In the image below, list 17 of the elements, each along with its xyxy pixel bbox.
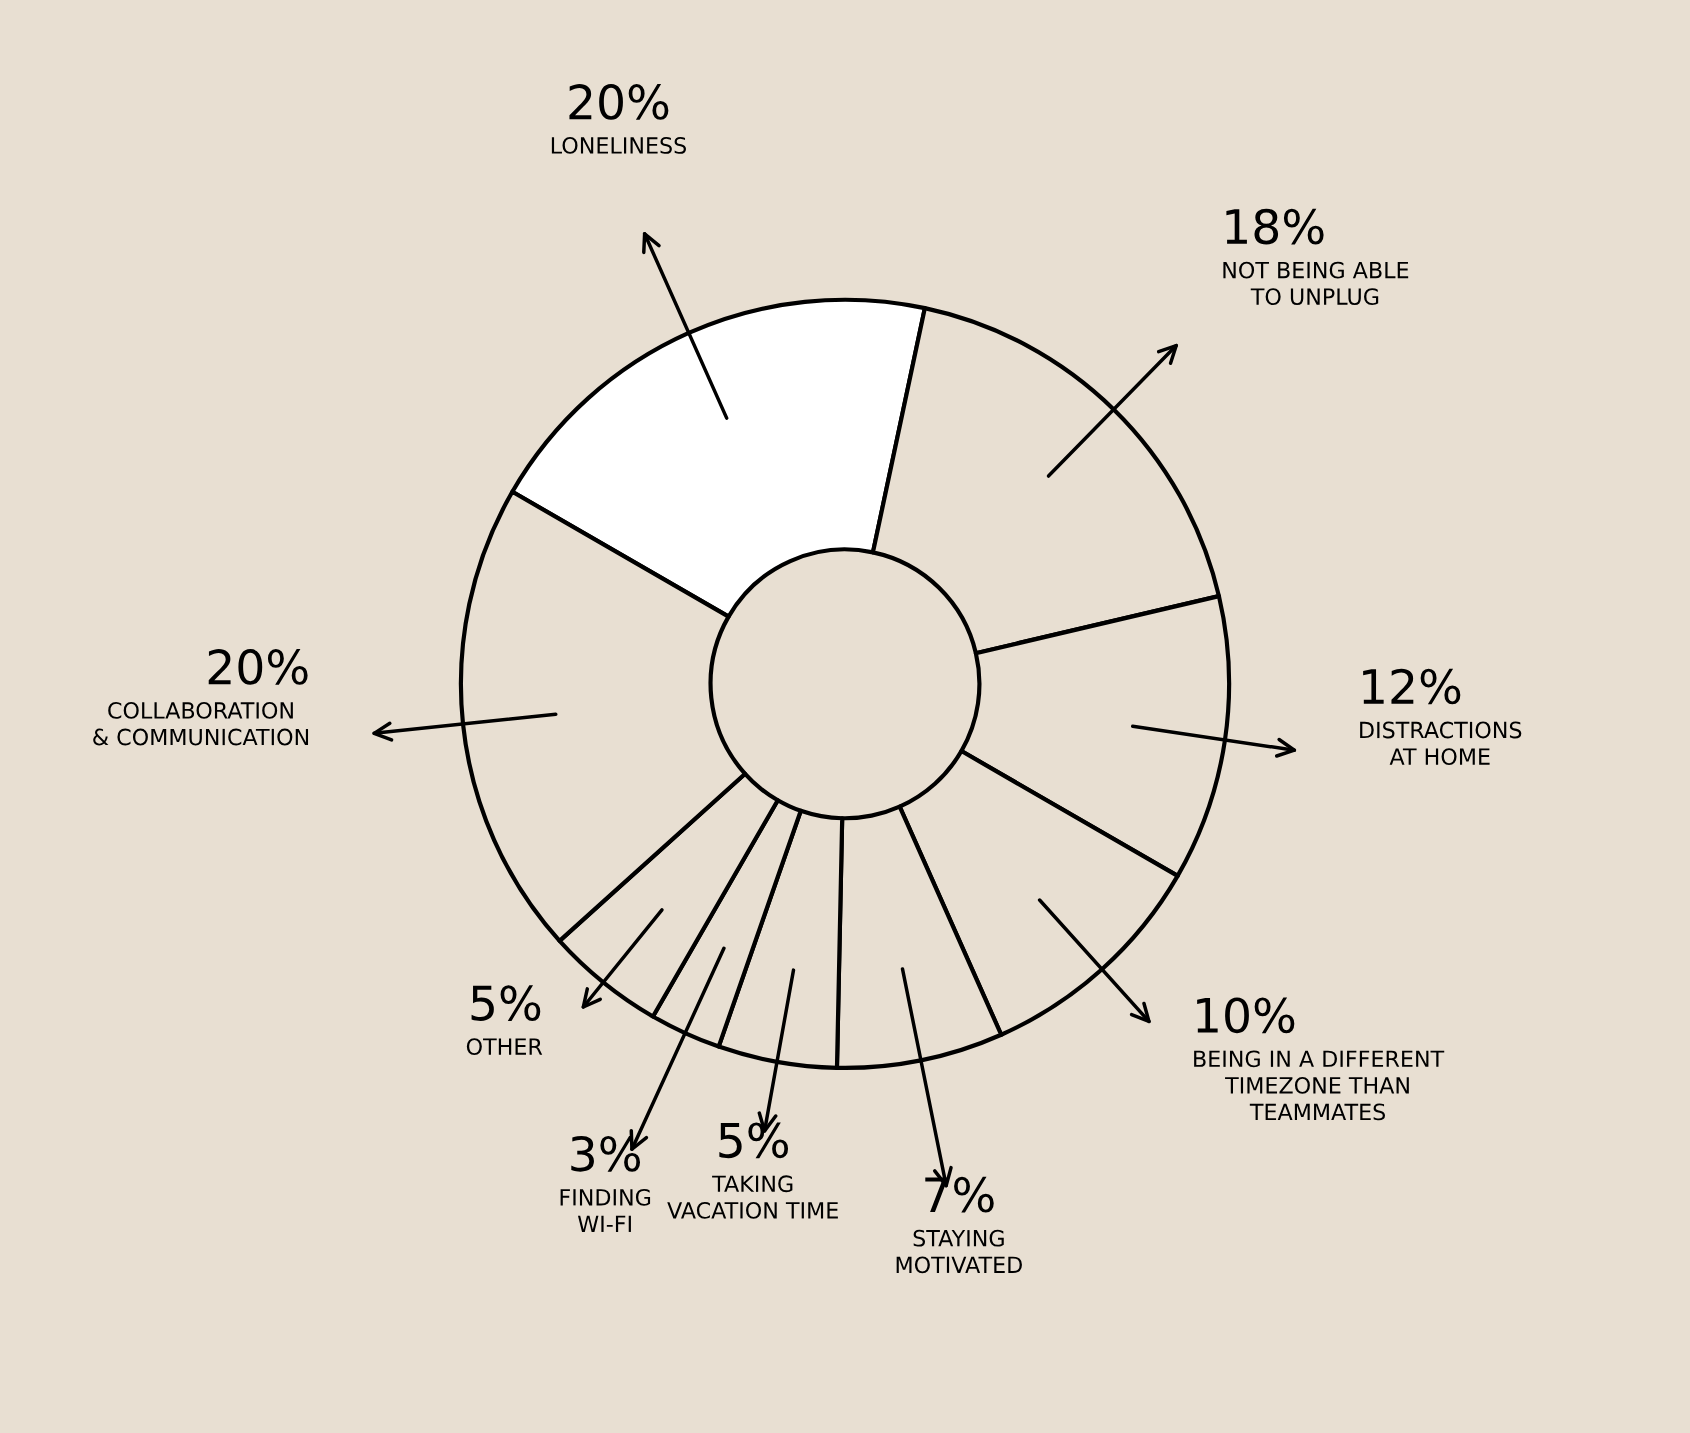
slice-label: TAKING VACATION TIME (667, 1175, 838, 1219)
data-label: 3% (571, 1135, 641, 1172)
slice-label: LONELINESS (551, 137, 686, 154)
slice-label: DISTRACTIONS AT HOME (1360, 721, 1522, 765)
data-label: 5% (471, 985, 541, 1021)
slice-label: OTHER (466, 1038, 543, 1055)
data-label: 10% (1197, 997, 1295, 1034)
slice-label: FINDING WI-FI (560, 1188, 651, 1232)
slice-label: COLLABORATION & COMMUNICATION (93, 702, 309, 746)
data-label: 20% (208, 649, 308, 685)
slice-label: BEING IN A DIFFERENT TIMEZONE THAN TEAMMATES (1194, 1050, 1445, 1121)
slice-label: NOT BEING ABLE TO UNPLUG (1223, 261, 1409, 306)
data-label: 20% (569, 84, 669, 120)
data-label: 18% (1226, 208, 1324, 245)
data-label: 5% (719, 1122, 789, 1159)
data-label: 12% (1363, 668, 1461, 705)
slice-label: STAYING MOTIVATED (896, 1229, 1022, 1274)
